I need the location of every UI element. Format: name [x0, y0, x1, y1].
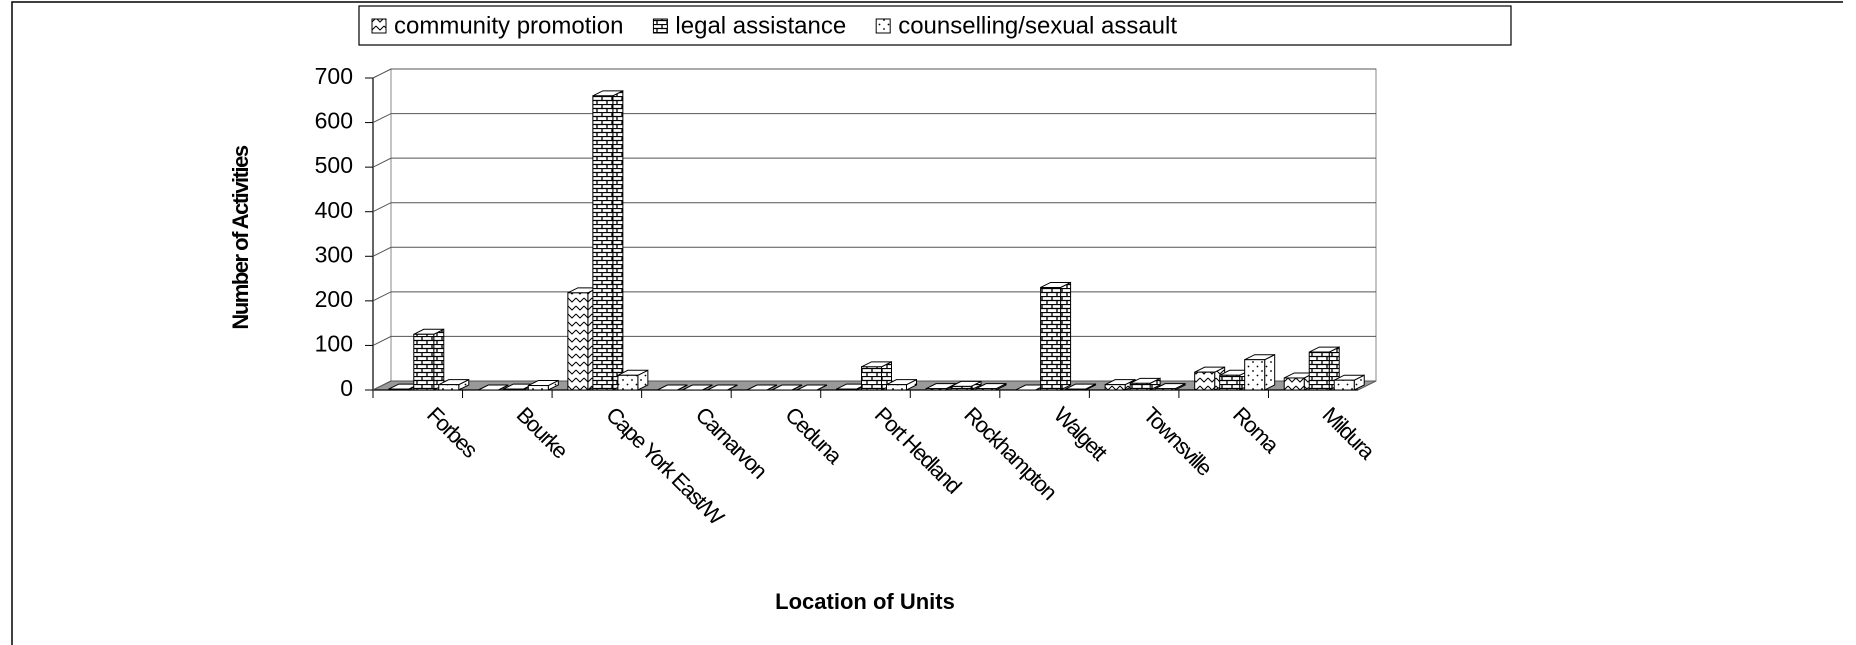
grid-line	[372, 113, 1376, 124]
legend-swatch	[371, 18, 387, 34]
bar-side	[1264, 353, 1276, 391]
bar	[1129, 382, 1151, 391]
bar	[592, 95, 614, 391]
bar	[567, 292, 589, 391]
y-tick-label: 700	[315, 63, 353, 89]
bar	[886, 384, 907, 391]
bar	[925, 388, 947, 391]
bar	[527, 385, 549, 391]
x-tick-label: Carnarvon	[691, 402, 772, 483]
back-wall	[390, 68, 1377, 382]
bar	[1308, 351, 1330, 391]
bar	[975, 388, 997, 391]
x-tick-label: Bourke	[512, 402, 573, 463]
bar	[1219, 374, 1241, 391]
x-tick-label: Mildura	[1318, 402, 1381, 465]
bar	[1065, 388, 1087, 391]
bar	[836, 388, 857, 391]
bar	[1104, 384, 1126, 391]
x-tick-label: Forbes	[422, 402, 483, 463]
legend-box	[358, 5, 1512, 46]
bar	[950, 385, 972, 391]
x-tick-label: Roma	[1228, 402, 1285, 459]
bar	[438, 384, 460, 391]
y-tick-label: 500	[315, 152, 353, 178]
legend-swatch	[875, 18, 891, 34]
bar	[413, 333, 435, 391]
y-tick-label: 600	[315, 108, 353, 134]
bar	[1040, 286, 1062, 391]
bar	[617, 374, 639, 391]
y-tick-label: 100	[315, 331, 353, 357]
legend-label: community promotion	[394, 12, 623, 39]
bar	[1154, 388, 1176, 391]
bar	[1244, 359, 1266, 391]
bar-top	[707, 384, 738, 391]
y-axis-label: Number of Activities	[228, 145, 253, 329]
bar-top	[771, 384, 803, 391]
bar-side	[1060, 281, 1072, 391]
grid-line	[372, 68, 1376, 79]
bar-side	[433, 328, 445, 391]
bar-top	[478, 384, 509, 391]
y-tick-label: 400	[315, 197, 353, 223]
grid-line	[372, 202, 1376, 213]
grid-line	[372, 157, 1376, 168]
bar	[1333, 379, 1355, 391]
x-tick-label: Walgett	[1049, 402, 1112, 465]
x-tick-label: Rockhampton	[959, 402, 1061, 504]
bar	[1283, 377, 1305, 391]
frame	[11, 1, 1843, 645]
legend-label: legal assistance	[675, 12, 846, 39]
legend-swatch	[652, 18, 668, 34]
bar	[861, 366, 882, 391]
x-tick-label: Ceduna	[780, 402, 847, 469]
bar	[388, 388, 410, 391]
x-axis-label: Location of Units	[775, 589, 955, 614]
y-tick-label: 0	[340, 375, 353, 401]
bar	[502, 388, 524, 391]
y-tick-label: 300	[315, 241, 353, 267]
bar	[1194, 371, 1216, 391]
bar-side	[612, 90, 624, 391]
side-wall	[372, 68, 392, 391]
bar-top	[682, 384, 713, 391]
bar-top	[657, 384, 688, 391]
bar-top	[796, 384, 828, 391]
x-tick-label: Townsville	[1138, 402, 1217, 481]
legend-label: counselling/sexual assault	[898, 12, 1177, 39]
x-tick-label: Port Hedland	[870, 402, 966, 498]
grid-line	[372, 246, 1376, 257]
bar-top	[746, 384, 778, 391]
y-tick-label: 200	[315, 286, 353, 312]
